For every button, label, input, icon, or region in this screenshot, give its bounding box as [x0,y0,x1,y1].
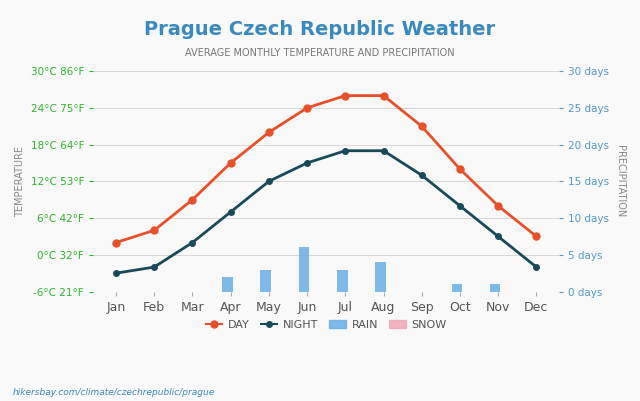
NIGHT [456,203,464,208]
Legend: DAY, NIGHT, RAIN, SNOW: DAY, NIGHT, RAIN, SNOW [201,316,451,334]
DAY [265,130,273,135]
NIGHT [494,234,502,239]
DAY [303,105,311,110]
NIGHT [342,148,349,153]
DAY [342,93,349,98]
NIGHT [532,265,540,269]
DAY [189,197,196,202]
DAY [112,240,120,245]
DAY [418,124,426,129]
DAY [380,93,387,98]
Text: AVERAGE MONTHLY TEMPERATURE AND PRECIPITATION: AVERAGE MONTHLY TEMPERATURE AND PRECIPIT… [185,48,455,58]
Text: Prague Czech Republic Weather: Prague Czech Republic Weather [145,20,495,39]
Line: DAY: DAY [113,92,540,246]
NIGHT [265,179,273,184]
Line: NIGHT: NIGHT [113,148,539,276]
NIGHT [380,148,387,153]
Y-axis label: TEMPERATURE: TEMPERATURE [15,146,25,217]
Y-axis label: PRECIPITATION: PRECIPITATION [615,145,625,217]
NIGHT [418,173,426,178]
DAY [494,203,502,208]
Bar [222,277,233,292]
Text: hikersbay.com/climate/czechrepublic/prague: hikersbay.com/climate/czechrepublic/prag… [13,388,215,397]
Bar [452,284,462,292]
NIGHT [189,240,196,245]
NIGHT [150,265,158,269]
NIGHT [303,160,311,165]
NIGHT [227,210,234,215]
Bar [299,247,309,292]
DAY [532,234,540,239]
Bar [375,262,386,292]
Bar [260,269,271,292]
NIGHT [112,271,120,275]
DAY [150,228,158,233]
DAY [227,160,234,165]
Bar [490,284,500,292]
Bar [337,269,348,292]
DAY [456,167,464,172]
